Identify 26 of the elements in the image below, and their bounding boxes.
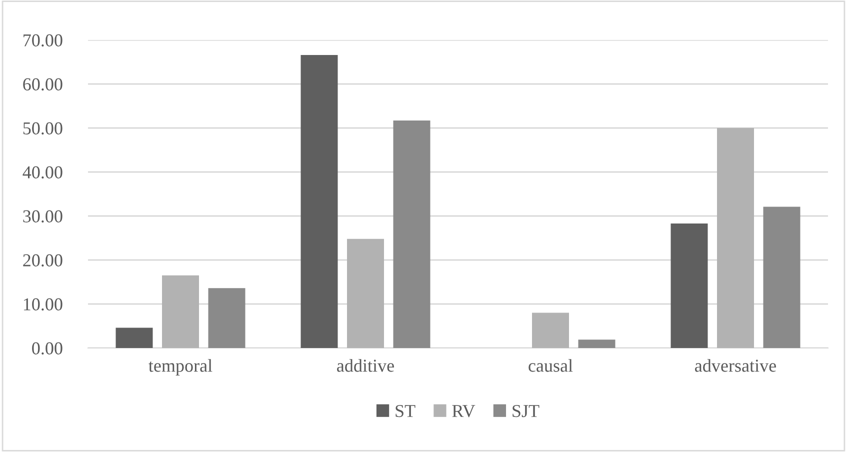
- legend-label: ST: [396, 404, 416, 418]
- legend-label: SJT: [512, 404, 540, 418]
- bar: [300, 54, 338, 348]
- y-tick-label: 10.00: [24, 298, 62, 311]
- y-tick-label: 20.00: [23, 254, 62, 267]
- bar: [116, 328, 153, 348]
- y-tick-label: 40.00: [22, 166, 62, 179]
- bar: [393, 120, 430, 348]
- bar: [763, 206, 800, 348]
- y-tick-label: 70.00: [24, 34, 62, 47]
- bar: [578, 340, 616, 348]
- bar: [208, 288, 246, 348]
- y-tick-label: 50.00: [23, 122, 62, 135]
- y-tick-label: 0.00: [32, 342, 62, 355]
- bar: [532, 312, 569, 348]
- bar: [717, 128, 754, 348]
- x-tick-label: causal: [528, 359, 573, 372]
- bar: [670, 223, 708, 348]
- bar: [347, 238, 384, 348]
- y-tick-label: 30.00: [23, 210, 62, 223]
- y-tick-label: 60.00: [23, 78, 62, 91]
- legend-label: RV: [452, 405, 476, 418]
- x-tick-label: temporal: [148, 359, 212, 376]
- x-tick-label: additive: [337, 359, 394, 372]
- x-tick-label: adversative: [695, 359, 776, 372]
- bar: [162, 275, 199, 348]
